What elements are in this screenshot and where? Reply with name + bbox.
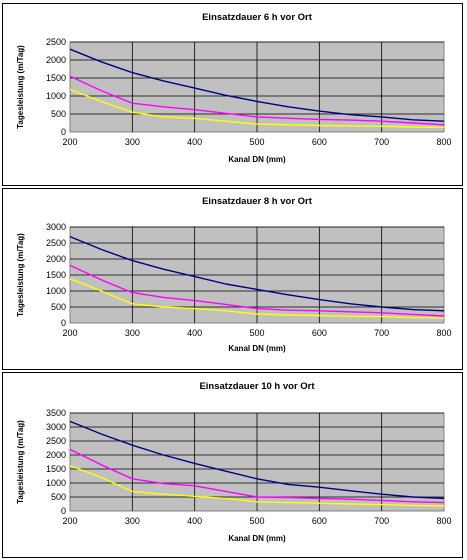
x-tick-label: 300: [125, 328, 140, 338]
chart-6h: Einsatzdauer 6 h vor Ort 0 500 1000 1500 2000…: [16, 12, 452, 164]
x-tick-label: 500: [249, 328, 264, 338]
y-tick-label: 1000: [46, 91, 66, 101]
y-tick-label: 2000: [46, 254, 66, 264]
y-tick-label: 0: [61, 127, 66, 137]
y-tick-label: 3500: [46, 408, 66, 418]
x-tick-label: 400: [187, 328, 202, 338]
y-tick-label: 1500: [46, 464, 66, 474]
series-line-3: [69, 278, 445, 319]
series-line-2: [69, 448, 445, 504]
y-tick-label: 500: [51, 302, 66, 312]
series-line-2: [69, 75, 445, 126]
y-tick-label: 1500: [46, 73, 66, 83]
y-tick-label: 0: [61, 506, 66, 516]
y-tick-label: 2500: [46, 436, 66, 446]
x-tick-label: 200: [62, 328, 77, 338]
chart-panel-10h: Einsatzdauer 10 h vor Ort 0 500 1000 1500 200…: [2, 372, 463, 558]
y-tick-label: 2500: [46, 238, 66, 248]
y-axis-label: Tagesleistung (m/Tag): [16, 420, 25, 504]
y-tick-label: 2000: [46, 450, 66, 460]
y-tick-label: 1500: [46, 270, 66, 280]
chart-10h: Einsatzdauer 10 h vor Ort 0 500 1000 1500 200…: [16, 381, 452, 543]
x-tick-label: 600: [312, 328, 327, 338]
x-axis-label: Kanal DN (mm): [228, 344, 286, 353]
y-tick-label: 500: [51, 109, 66, 119]
x-tick-label: 300: [125, 137, 140, 147]
chart-8h: Einsatzdauer 8 h vor Ort 0 500 1000 1500 2000…: [16, 196, 452, 353]
x-tick-label: 700: [374, 137, 389, 147]
x-tick-label: 700: [374, 516, 389, 526]
y-tick-label: 3000: [46, 422, 66, 432]
x-tick-label: 800: [436, 328, 451, 338]
y-tick-label: 2000: [46, 55, 66, 65]
series-line-1: [69, 420, 445, 500]
x-tick-label: 800: [436, 516, 451, 526]
series-line-3: [69, 464, 445, 507]
x-tick-label: 200: [62, 516, 77, 526]
x-tick-label: 200: [62, 137, 77, 147]
chart-title: Einsatzdauer 10 h vor Ort: [199, 381, 315, 392]
y-axis-label: Tagesleistung (m/Tag): [16, 233, 25, 317]
x-tick-label: 700: [374, 328, 389, 338]
x-tick-label: 800: [436, 137, 451, 147]
y-axis-label: Tagesleistung (m/Tag): [16, 45, 25, 129]
x-tick-label: 400: [187, 137, 202, 147]
series-line-1: [69, 235, 445, 312]
x-tick-label: 500: [249, 516, 264, 526]
x-tick-label: 500: [249, 137, 264, 147]
y-tick-label: 3000: [46, 222, 66, 232]
x-axis-label: Kanal DN (mm): [228, 155, 286, 164]
x-tick-label: 400: [187, 516, 202, 526]
series-line-2: [69, 264, 445, 317]
y-tick-label: 2500: [46, 37, 66, 47]
x-axis-label: Kanal DN (mm): [228, 534, 286, 543]
chart-panel-8h: Einsatzdauer 8 h vor Ort 0 500 1000 1500 2000…: [2, 188, 463, 370]
chart-title: Einsatzdauer 8 h vor Ort: [202, 196, 313, 207]
y-tick-label: 1000: [46, 478, 66, 488]
chart-panel-6h: Einsatzdauer 6 h vor Ort 0 500 1000 1500 2000…: [2, 3, 463, 186]
y-tick-label: 500: [51, 492, 66, 502]
series-line-1: [69, 48, 445, 122]
y-tick-label: 0: [61, 318, 66, 328]
series-line-3: [69, 88, 445, 128]
x-tick-label: 300: [125, 516, 140, 526]
x-tick-label: 600: [312, 137, 327, 147]
y-tick-label: 1000: [46, 286, 66, 296]
x-tick-label: 600: [312, 516, 327, 526]
chart-title: Einsatzdauer 6 h vor Ort: [202, 12, 313, 23]
